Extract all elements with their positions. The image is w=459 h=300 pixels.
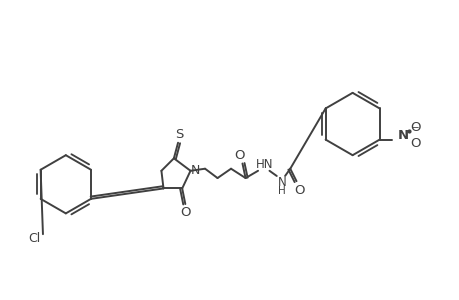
Text: N: N bbox=[397, 129, 408, 142]
Text: S: S bbox=[174, 128, 183, 141]
Text: Cl: Cl bbox=[28, 232, 41, 245]
Text: N: N bbox=[277, 176, 285, 189]
Text: O: O bbox=[234, 149, 244, 162]
Text: −: − bbox=[410, 123, 419, 133]
Text: O: O bbox=[410, 137, 420, 150]
Text: HN: HN bbox=[255, 158, 273, 171]
Text: N: N bbox=[190, 164, 200, 177]
Text: O: O bbox=[179, 206, 190, 219]
Text: O: O bbox=[294, 184, 304, 197]
Text: O: O bbox=[410, 121, 420, 134]
Text: H: H bbox=[278, 185, 285, 196]
